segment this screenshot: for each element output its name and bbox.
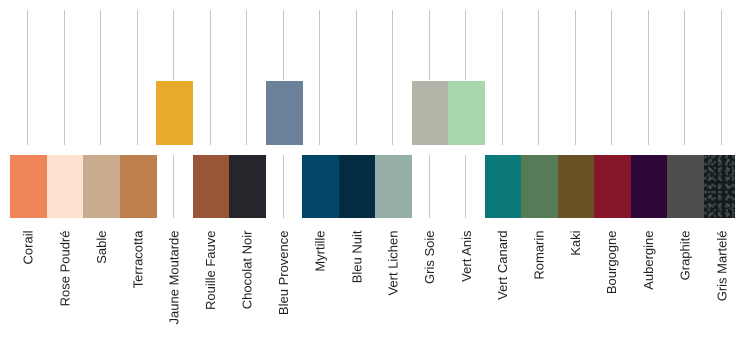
color-option[interactable]: Rose Poudré — [46, 0, 84, 349]
guide-line — [355, 10, 357, 145]
guide-line — [428, 10, 430, 80]
color-option[interactable]: Terracotta — [119, 0, 157, 349]
color-swatch[interactable] — [557, 155, 595, 218]
guide-line — [209, 10, 211, 145]
color-name: Aubergine — [641, 230, 656, 290]
guide-line — [720, 10, 722, 145]
color-option[interactable]: Vert Lichen — [375, 0, 412, 349]
color-name: Vert Lichen — [385, 230, 401, 296]
color-swatch[interactable] — [119, 155, 157, 218]
color-name: Bourgogne — [604, 230, 620, 295]
guide-line — [319, 10, 320, 145]
color-name: Terracotta — [130, 230, 145, 289]
color-swatch[interactable] — [594, 155, 631, 218]
guide-line — [611, 10, 612, 145]
color-swatch-raised[interactable] — [411, 81, 449, 145]
color-option[interactable]: Vert Canard — [484, 0, 522, 349]
color-swatch[interactable] — [703, 155, 735, 218]
color-swatch[interactable] — [83, 155, 120, 218]
color-name: Bleu Provence — [276, 230, 291, 316]
guide-line — [647, 10, 649, 145]
color-option[interactable]: Bleu Provence — [265, 0, 303, 349]
guide-line — [246, 10, 247, 145]
color-name: Sable — [93, 230, 109, 264]
color-name: Jaune Moutarde — [166, 230, 182, 325]
color-name: Romarin — [531, 230, 547, 280]
color-name: Rouille Fauve — [203, 230, 218, 311]
color-swatch[interactable] — [375, 155, 412, 218]
empty-slot — [266, 155, 303, 218]
color-swatch[interactable] — [338, 155, 376, 218]
color-swatch[interactable] — [10, 155, 47, 218]
color-swatch[interactable] — [630, 155, 668, 218]
color-swatch[interactable] — [192, 155, 230, 218]
color-option[interactable]: Gris Martelé — [703, 0, 735, 349]
color-swatch[interactable] — [302, 155, 339, 218]
color-option[interactable]: Bourgogne — [594, 0, 631, 349]
color-option[interactable]: Gris Soie — [411, 0, 449, 349]
color-option[interactable]: Corail — [10, 0, 47, 349]
color-option[interactable]: Sable — [83, 0, 120, 349]
color-option[interactable]: Myrtille — [302, 0, 339, 349]
empty-slot — [448, 155, 485, 218]
color-name: Gris Soie — [422, 230, 437, 284]
color-option[interactable]: Bleu Nuit — [338, 0, 376, 349]
color-swatch[interactable] — [521, 155, 558, 218]
guide-line — [136, 10, 138, 145]
color-swatch-raised[interactable] — [448, 81, 485, 145]
color-name: Vert Anis — [458, 230, 474, 282]
color-swatch[interactable] — [46, 155, 84, 218]
color-option[interactable]: Vert Anis — [448, 0, 485, 349]
guide-line — [465, 10, 466, 80]
guide-line — [501, 10, 503, 145]
color-name: Gris Martelé — [714, 230, 729, 302]
empty-slot — [156, 155, 193, 218]
guide-line — [282, 10, 284, 80]
color-swatch[interactable] — [484, 155, 522, 218]
color-option[interactable]: Chocolat Noir — [229, 0, 266, 349]
color-swatch-raised[interactable] — [265, 81, 303, 145]
color-swatch-raised[interactable] — [156, 81, 193, 145]
color-name: Corail — [20, 230, 36, 265]
guide-line — [538, 10, 539, 145]
color-name: Chocolat Noir — [239, 230, 255, 310]
guide-line — [392, 10, 393, 145]
color-name: Bleu Nuit — [349, 230, 364, 284]
guide-line — [684, 10, 685, 145]
guide-line — [173, 10, 174, 80]
guide-line — [63, 10, 65, 145]
color-option[interactable]: Rouille Fauve — [192, 0, 230, 349]
color-name: Kaki — [568, 230, 583, 256]
color-name: Graphite — [677, 230, 693, 281]
color-option[interactable]: Jaune Moutarde — [156, 0, 193, 349]
guide-line — [100, 10, 101, 145]
color-swatch[interactable] — [667, 155, 704, 218]
color-option[interactable]: Kaki — [557, 0, 595, 349]
empty-slot — [412, 155, 449, 218]
color-option[interactable]: Romarin — [521, 0, 558, 349]
color-name: Rose Poudré — [57, 230, 72, 307]
color-swatch[interactable] — [229, 155, 266, 218]
color-option[interactable]: Aubergine — [630, 0, 668, 349]
color-name: Myrtille — [312, 230, 328, 272]
color-option[interactable]: Graphite — [667, 0, 704, 349]
color-name: Vert Canard — [495, 230, 510, 300]
guide-line — [27, 10, 28, 145]
guide-line — [574, 10, 576, 145]
